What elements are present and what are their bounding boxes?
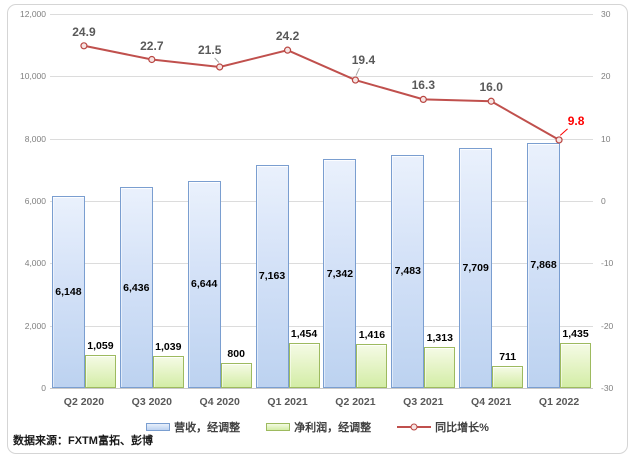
profit-bar-label: 1,059 [87, 339, 114, 352]
profit-swatch-icon [266, 423, 291, 431]
revenue-bar-label: 7,483 [394, 265, 421, 278]
revenue-swatch-icon [146, 423, 171, 431]
growth-point-label: 24.9 [72, 24, 96, 39]
y-axis-tick-left: 12,000 [20, 9, 46, 19]
y-axis-tick-left: 4,000 [24, 258, 46, 269]
growth-point-label: 16.3 [411, 78, 435, 93]
gridline [50, 138, 593, 140]
revenue-bar [323, 159, 357, 388]
legend-label-growth: 同比增长% [435, 422, 489, 434]
profit-bar [492, 365, 524, 388]
revenue-bar-label: 7,868 [530, 259, 557, 272]
y-axis-tick-right: -30 [601, 383, 614, 393]
revenue-bar-label: 7,163 [258, 270, 286, 283]
growth-point-label: 21.5 [198, 42, 222, 57]
y-axis-tick-left: 10,000 [20, 71, 46, 82]
growth-point-marker [419, 95, 427, 103]
y-axis-tick-right: -10 [601, 258, 614, 269]
x-axis-label: Q3 2021 [403, 396, 444, 408]
growth-point-label: 22.7 [140, 38, 164, 53]
y-axis-tick-left: 8,000 [24, 133, 46, 144]
growth-point-marker [351, 76, 360, 84]
y-axis-tick-right: 20 [601, 71, 611, 82]
x-axis-label: Q4 2020 [199, 396, 240, 408]
profit-bar-label: 1,039 [155, 340, 182, 353]
legend-label-profit: 净利润，经调整 [294, 422, 372, 434]
label-leader-line [559, 128, 568, 136]
revenue-bar [51, 196, 85, 388]
profit-bar-label: 1,313 [426, 332, 453, 345]
revenue-bar [119, 187, 153, 388]
legend-item-revenue: 营收，经调整 [146, 419, 240, 435]
x-axis-label: Q2 2020 [63, 396, 105, 408]
gridline [50, 325, 593, 327]
y-axis-tick-left: 0 [41, 383, 46, 393]
profit-bar [560, 343, 592, 388]
revenue-bar-label: 6,436 [123, 281, 150, 294]
gridline [50, 263, 593, 265]
growth-point-marker [555, 136, 563, 144]
growth-point-marker [283, 46, 292, 54]
gridline [50, 388, 593, 389]
y-axis-tick-left: 2,000 [24, 320, 46, 331]
growth-line [80, 42, 568, 144]
revenue-bar [187, 180, 221, 388]
y-axis-tick-right: 0 [601, 196, 606, 206]
x-axis-label: Q3 2020 [131, 396, 172, 408]
revenue-bar [391, 154, 425, 388]
x-axis-label: Q2 2021 [335, 396, 376, 408]
profit-bar-label: 1,454 [290, 327, 318, 340]
profit-bar [356, 343, 388, 388]
revenue-bar [527, 142, 561, 388]
y-axis-tick-right: 10 [601, 133, 611, 144]
revenue-bar [459, 147, 493, 388]
profit-bar [424, 347, 456, 388]
profit-bar [152, 355, 184, 388]
growth-point-label: 19.4 [351, 53, 376, 68]
legend: 营收，经调整 净利润，经调整 同比增长% [0, 419, 635, 435]
profit-bar-label: 1,435 [562, 328, 589, 341]
x-axis-label: Q1 2022 [538, 396, 580, 408]
growth-point-marker [148, 55, 156, 64]
growth-point-label: 16.0 [479, 80, 503, 95]
y-axis-tick-right: 30 [601, 9, 611, 19]
profit-bar-label: 1,416 [358, 328, 386, 341]
growth-point-marker [487, 97, 495, 105]
profit-bar [220, 363, 252, 388]
growth-point-label: 24.2 [275, 29, 300, 44]
x-axis-label: Q1 2021 [267, 396, 308, 408]
source-note: 数据来源：FXTM富拓、彭博 [13, 435, 153, 447]
growth-point-label: 9.8 [567, 113, 585, 128]
revenue-bar-label: 7,342 [326, 267, 354, 280]
gridline [50, 76, 593, 78]
revenue-bar [255, 164, 289, 388]
legend-label-revenue: 营收，经调整 [174, 422, 241, 434]
gridline [50, 14, 593, 15]
growth-line-icon [397, 423, 432, 431]
label-leader-line [355, 67, 360, 76]
y-axis-tick-left: 6,000 [24, 196, 46, 206]
profit-bar [84, 354, 116, 388]
x-axis-label: Q4 2021 [471, 396, 512, 408]
y-axis-tick-right: -20 [601, 320, 614, 331]
revenue-bar-label: 7,709 [462, 261, 489, 274]
profit-bar-label: 800 [227, 348, 245, 361]
legend-item-growth: 同比增长% [397, 419, 489, 435]
growth-point-marker [80, 42, 88, 50]
growth-line-path [83, 44, 560, 141]
gridline [50, 201, 593, 202]
label-leader-line [214, 57, 220, 63]
growth-point-marker [216, 63, 224, 71]
revenue-bar-label: 6,148 [55, 286, 82, 299]
legend-item-profit: 净利润，经调整 [266, 419, 371, 435]
revenue-bar-label: 6,644 [191, 278, 218, 291]
profit-bar-label: 711 [499, 350, 517, 363]
profit-bar [288, 342, 320, 388]
